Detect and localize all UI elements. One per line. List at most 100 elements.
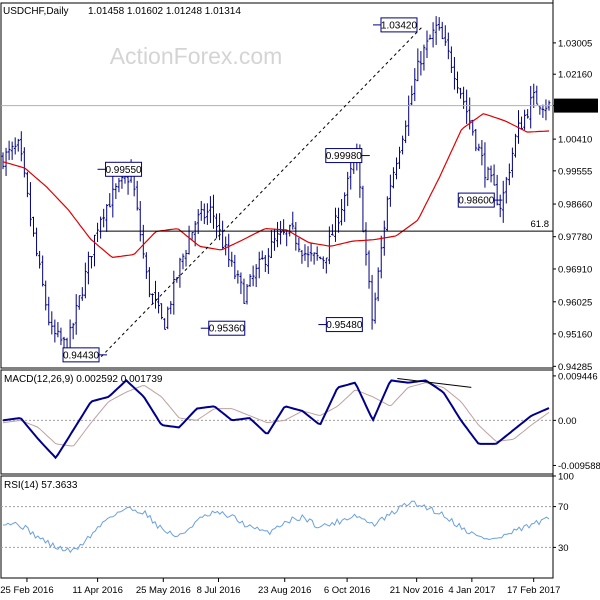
price-annotation: 0.98600 [457,192,503,208]
price-bar [44,280,48,311]
price-bar [327,226,331,265]
price-bar [413,68,417,102]
macd-divergence-line [397,377,472,388]
price-annotation: 0.99980 [325,148,370,164]
price-bar [337,207,340,233]
price-bar [138,201,142,242]
price-bar [4,147,8,177]
moving-average-line [2,113,550,259]
price-bar [239,272,243,295]
price-bar [53,319,57,343]
ohlc-values: 1.01458 1.01602 1.01248 1.01314 [88,6,241,17]
price-bar [300,250,304,264]
price-bar [90,256,93,269]
price-bar [148,267,151,298]
price-bar [486,166,490,181]
macd-y-tick-label: -0.009588 [558,461,600,472]
price-bar [279,220,282,245]
price-bar [303,244,307,261]
price-bar [532,83,536,108]
price-bar [74,294,78,335]
price-bar [248,274,252,287]
price-bar [71,322,75,340]
annotation-label: 1.03420 [381,20,418,31]
x-tick-label: 6 Oct 2016 [324,585,370,596]
price-bar [404,120,408,144]
price-bar [504,176,508,204]
price-bar [443,25,447,46]
price-bar [544,99,548,121]
current-price-tag-bg [554,98,598,113]
price-bar [266,248,270,274]
price-bar [401,135,404,155]
rsi-line [2,500,550,554]
price-bar [50,311,54,335]
price-bar [294,222,298,251]
price-bar [7,140,11,161]
x-tick-label: 25 Feb 2016 [0,585,53,596]
price-bar [227,233,231,267]
price-bar [291,211,295,230]
price-y-tick-label: 1.02160 [558,70,592,81]
price-bar [367,250,371,289]
price-bar [13,137,17,155]
watermark: ActionForex.com [110,43,283,69]
price-bar [172,270,176,315]
price-bar [514,133,517,158]
macd-y-tick-label: 0.009446 [558,371,598,382]
price-bar [379,235,383,279]
price-y-tick-label: 0.94285 [558,362,592,373]
price-bar [422,44,426,71]
price-bar [144,252,148,279]
price-bar [492,164,496,186]
price-bar [38,250,42,269]
price-bar [263,255,267,273]
price-bar [535,85,539,105]
price-y-tick-label: 0.99555 [558,166,592,177]
price-bar [331,224,334,236]
price-bar [257,251,261,279]
macd-y-tick-label: 0.00 [558,416,577,427]
price-bar [425,30,429,58]
price-bar [251,265,255,287]
macd-panel-title: MACD(12,26,9) 0.002592 0.001739 [4,374,163,385]
price-bar [233,254,237,280]
price-bar [453,56,456,90]
price-bar [87,251,90,285]
price-annotation: 0.95360 [200,320,245,336]
price-bar [364,222,368,266]
price-bar [309,243,313,262]
price-bar [22,147,26,178]
price-bar [19,131,23,162]
price-bar [59,327,63,346]
price-bar [212,194,215,229]
price-bar [178,257,182,288]
price-bar [230,251,234,267]
price-bar [236,270,240,284]
x-tick-label: 8 Jul 2016 [197,585,241,596]
price-panel-title: USDCHF,Daily [3,6,69,17]
price-bar [16,138,20,152]
price-bar [376,267,380,302]
annotation-label: 0.95480 [326,320,363,331]
price-bar [224,236,228,256]
price-bar [398,146,401,169]
price-bar [523,109,526,130]
price-bar [392,167,395,189]
price-bar [196,209,200,234]
price-bar [388,174,392,207]
price-bar [29,182,32,227]
price-bar [410,85,414,106]
price-bar [440,21,444,40]
price-bar [416,48,420,82]
price-bar [343,192,347,222]
price-bar [47,296,51,326]
price-bar [468,97,472,130]
price-bar [520,116,523,130]
annotation-label: 0.98600 [458,196,495,207]
price-bar [1,152,5,170]
price-bar [41,255,45,287]
x-tick-label: 21 Nov 2016 [390,585,444,596]
